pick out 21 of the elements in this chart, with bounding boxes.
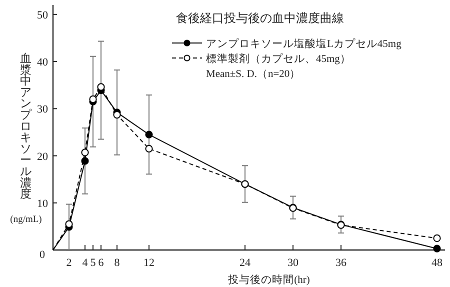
x-tick-label: 4 [82, 257, 88, 269]
y-tick-label: 40 [37, 56, 48, 69]
x-tick-label: 24 [240, 257, 251, 269]
legend-label: アンプロキソール塩酸塩Lカプセル45mg [206, 37, 402, 50]
y-tick-label: 50 [37, 9, 48, 22]
y-tick-label: 10 [37, 198, 48, 210]
x-tick-label: 8 [114, 257, 120, 269]
y-tick-label: 0 [40, 249, 46, 261]
x-tick-label: 30 [288, 257, 299, 269]
x-axis-title: 投与後の時間(hr) [227, 273, 310, 286]
x-tick-label: 6 [98, 257, 104, 269]
x-tick-label: 12 [144, 257, 154, 269]
y-tick-label: 20 [37, 150, 48, 163]
x-tick-label: 36 [336, 257, 347, 269]
x-tick-label: 5 [90, 257, 96, 269]
x-tick-label: 48 [432, 257, 443, 269]
y-tick-label: 30 [37, 104, 48, 116]
annotation: Mean±S. D.（n=20） [206, 69, 301, 80]
legend-label: 標準製剤（カプセル、45mg） [206, 52, 351, 65]
x-tick-label: 2 [66, 257, 72, 269]
text: 食後経口投与後の血中濃度曲線 [176, 11, 344, 25]
